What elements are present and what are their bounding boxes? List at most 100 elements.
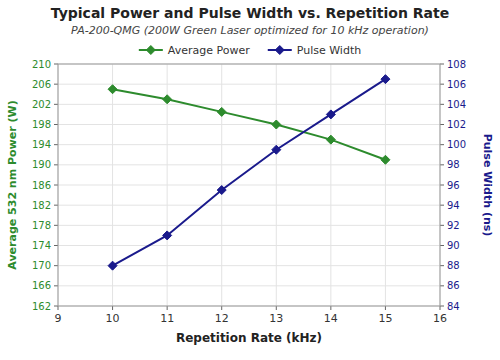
y-tick-label: 162 [32,301,51,312]
legend-item: Pulse Width [268,44,361,57]
y-tick-label: 170 [32,260,51,271]
y-tick-label: 174 [32,240,51,251]
y2-tick-label: 100 [447,139,466,150]
series-line [113,79,386,266]
tick-mark [54,225,58,226]
y2-tick-label: 94 [447,200,460,211]
grid-line [58,285,440,286]
tick-mark [54,205,58,206]
grid-line [58,124,440,125]
y-tick-label: 198 [32,119,51,130]
point [163,95,172,104]
title: Typical Power and Pulse Width vs. Repeti… [51,5,449,21]
point [326,110,335,119]
y-tick-label: 178 [32,220,51,231]
tick-mark [440,84,444,85]
tick-mark [440,64,444,65]
x-tick-label: 15 [378,312,392,325]
tick-mark [440,124,444,125]
x-tick-label: 12 [215,312,229,325]
y-tick-label: 206 [32,79,51,90]
y2-tick-label: 108 [447,59,466,70]
tick-mark [54,84,58,85]
plot-frame [58,64,440,306]
grid-line [58,84,440,85]
point [381,155,390,164]
x-tick-label: 13 [269,312,283,325]
tick-mark [440,225,444,226]
y-tick-label: 210 [32,59,51,70]
legend-marker [275,46,284,55]
grid-line [58,205,440,206]
grid-line [58,185,440,186]
grid-line [58,225,440,226]
tick-mark [54,285,58,286]
tick-mark [54,245,58,246]
tick-mark [440,306,441,310]
y2-tick-label: 92 [447,220,460,231]
grid-line [58,144,440,145]
tick-mark [54,64,58,65]
grid-line [58,245,440,246]
tick-mark [167,306,168,310]
tick-mark [440,164,444,165]
y-tick-label: 194 [32,139,51,150]
point [163,231,172,240]
point [272,145,281,154]
grid-line [58,104,440,105]
y2-tick-label: 96 [447,180,460,191]
tick-mark [54,164,58,165]
legend-marker [146,46,155,55]
legend-label: Average Power [168,44,250,57]
y-tick-label: 182 [32,200,51,211]
tick-mark [54,306,58,307]
data [108,75,390,271]
tick-mark [54,144,58,145]
tick-mark [440,104,444,105]
grid [58,64,440,306]
y2-tick-label: 88 [447,260,460,271]
point [381,75,390,84]
y-tick-label: 202 [32,99,51,110]
y-tick-label: 186 [32,180,51,191]
tick-mark [54,124,58,125]
tick-mark [440,245,444,246]
tick-mark [440,265,444,266]
plot-area [58,64,440,306]
y2-tick-label: 84 [447,301,460,312]
tick-mark [54,104,58,105]
x-tick-label: 16 [433,312,447,325]
tick-mark [440,185,444,186]
y2-tick-label: 98 [447,159,460,170]
y-axis-label: Average 532 nm Power (W) [6,100,19,269]
tick-mark [330,306,331,310]
y2-tick-label: 102 [447,119,466,130]
y2-tick-label: 104 [447,99,466,110]
tick-mark [440,285,444,286]
tick-mark [440,205,444,206]
tick-mark [385,306,386,310]
y-tick-label: 166 [32,280,51,291]
subtitle: PA-200-QMG (200W Green Laser optimized f… [71,24,429,37]
x-tick-label: 11 [160,312,174,325]
tick-mark [58,306,59,310]
y2-axis-label: Pulse Width (ns) [481,134,494,237]
x-tick-label: 9 [55,312,62,325]
chart: Typical Power and Pulse Width vs. Repeti… [0,0,500,360]
grid-line [58,164,440,165]
x-tick-label: 14 [324,312,338,325]
tick-mark [54,265,58,266]
point [272,120,281,129]
point [108,85,117,94]
legend-label: Pulse Width [297,44,361,57]
axes: 9101112131415161621661701741781821861901… [32,59,466,326]
x-axis-label: Repetition Rate (kHz) [176,331,322,345]
tick-mark [276,306,277,310]
point [108,261,117,270]
tick-mark [112,306,113,310]
tick-mark [54,185,58,186]
point [217,186,226,195]
y2-tick-label: 90 [447,240,460,251]
point [326,135,335,144]
y-tick-label: 190 [32,159,51,170]
